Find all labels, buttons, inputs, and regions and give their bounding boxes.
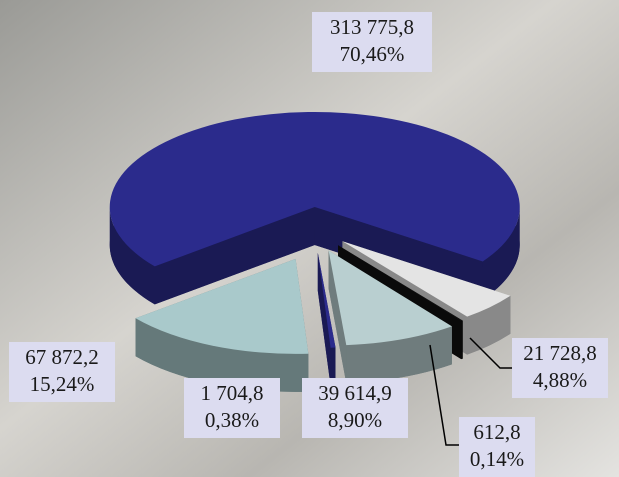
slice-wall [461,320,463,360]
slice-wall [135,318,309,392]
share-label: 15,24% [30,372,95,396]
slice [109,112,520,267]
share-label: 70,46% [340,42,405,66]
value-label: 612,8 [473,420,520,444]
slice-wall [482,207,520,300]
slice-side [328,250,347,384]
label-box [312,12,432,72]
slice [342,241,511,317]
value-label: 39 614,9 [318,381,392,405]
slice-side [317,252,331,386]
value-label: 67 872,2 [25,345,99,369]
slice [328,250,452,346]
label-box [512,338,608,398]
label-box [184,378,280,438]
leader-line [429,344,460,446]
slice-wall [330,347,336,386]
slice [337,245,463,322]
slice-side [154,207,315,305]
slice-wall [467,295,511,355]
pie [109,112,520,392]
share-label: 8,90% [328,408,382,432]
value-label: 21 728,8 [523,341,597,365]
label-box [302,378,408,438]
slice-wall [109,207,155,305]
label-box [459,417,535,477]
share-label: 0,38% [205,408,259,432]
share-label: 0,14% [470,447,524,471]
slice-wall [346,326,452,384]
leader-line [469,337,515,369]
label-box [9,342,115,402]
value-label: 1 704,8 [201,381,264,405]
value-label: 313 775,8 [330,15,414,39]
slice [317,252,336,348]
labels: 313 775,8 70,46% 21 728,8 4,88% 612,8 0,14% 39… [9,12,608,477]
share-label: 4,88% [533,368,587,392]
slice [135,258,309,354]
